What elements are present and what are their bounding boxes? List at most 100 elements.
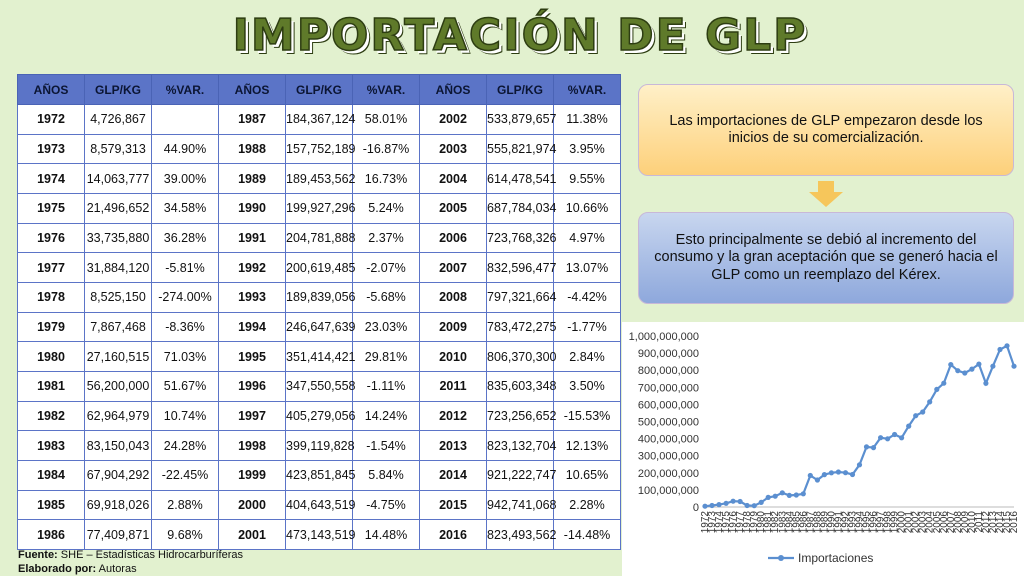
data-point xyxy=(737,498,743,505)
y-tick-label: 600,000,000 xyxy=(638,399,699,411)
legend-label: Importaciones xyxy=(798,551,873,565)
glp-kg-cell: 723,256,652 xyxy=(486,400,557,432)
glp-kg-cell: 423,851,845 xyxy=(285,459,356,491)
x-tick-label: 1983 xyxy=(777,511,788,534)
year-cell: 1987 xyxy=(218,104,286,135)
table-row: 1972 4,726,867 1987 184,367,124 58.01% 2002 53… xyxy=(17,104,621,135)
import-table: AÑOS GLP/KG %VAR. AÑOS GLP/KG %VAR. AÑOS GLP/KG… xyxy=(17,74,621,550)
column-header: GLP/KG xyxy=(285,74,353,105)
var-cell: 10.65% xyxy=(553,459,621,491)
table-row: 1973 8,579,313 44.90% 1988 157,752,189 -16.87… xyxy=(17,133,621,165)
y-tick-label: 0 xyxy=(693,502,699,514)
var-cell: 24.28% xyxy=(151,430,219,461)
data-point xyxy=(913,413,919,419)
year-cell: 2012 xyxy=(419,400,487,432)
glp-kg-cell: 797,321,664 xyxy=(486,281,557,313)
data-point xyxy=(962,370,968,376)
glp-kg-cell: 806,370,300 xyxy=(486,341,557,372)
data-point xyxy=(709,502,715,509)
x-tick-label: 2013 xyxy=(988,511,999,534)
table-row: 1984 67,904,292 -22.45% 1999 423,851,845 5.84… xyxy=(17,459,621,491)
glp-kg-cell: 351,414,421 xyxy=(285,341,356,372)
data-point xyxy=(899,435,905,441)
year-cell: 1974 xyxy=(17,163,85,194)
x-tick-label: 1982 xyxy=(770,511,781,534)
table-row: 1976 33,735,880 36.28% 1991 204,781,888 2.37%… xyxy=(17,222,621,254)
x-tick-label: 1979 xyxy=(749,511,760,534)
data-point xyxy=(920,409,926,415)
column-header: %VAR. xyxy=(151,74,219,105)
data-point xyxy=(828,470,834,476)
var-cell: 34.58% xyxy=(151,192,219,224)
x-tick-label: 1986 xyxy=(798,511,809,534)
x-tick-label: 2001 xyxy=(904,511,915,534)
glp-kg-cell: 21,496,652 xyxy=(84,192,152,224)
var-cell: 23.03% xyxy=(352,311,420,343)
data-point xyxy=(969,366,975,372)
data-point xyxy=(730,498,736,504)
data-point xyxy=(878,435,884,441)
x-tick-label: 2009 xyxy=(960,511,971,534)
data-point xyxy=(1004,343,1010,349)
year-cell: 1983 xyxy=(17,430,85,461)
var-cell: 14.24% xyxy=(352,400,420,432)
year-cell: 2001 xyxy=(218,519,286,550)
year-cell: 1972 xyxy=(17,104,85,135)
x-tick-label: 1993 xyxy=(847,511,858,534)
glp-kg-cell: 14,063,777 xyxy=(84,163,152,194)
var-cell: 36.28% xyxy=(151,222,219,254)
table-body: 1972 4,726,867 1987 184,367,124 58.01% 2002 53… xyxy=(17,104,621,550)
data-point xyxy=(751,503,757,509)
column-header: GLP/KG xyxy=(486,74,554,105)
var-cell: 16.73% xyxy=(352,163,420,194)
year-cell: 1977 xyxy=(17,252,85,283)
glp-kg-cell: 783,472,275 xyxy=(486,311,557,343)
glp-kg-cell: 8,525,150 xyxy=(84,281,152,313)
x-tick-label: 1974 xyxy=(714,511,725,534)
glp-kg-cell: 8,579,313 xyxy=(84,133,152,165)
glp-kg-cell: 83,150,043 xyxy=(84,430,152,461)
y-tick-label: 100,000,000 xyxy=(638,485,699,497)
table-row: 1979 7,867,468 -8.36% 1994 246,647,639 23.03%… xyxy=(17,311,621,343)
glp-kg-cell: 614,478,541 xyxy=(486,163,557,194)
column-header: AÑOS xyxy=(17,74,85,105)
year-cell: 1998 xyxy=(218,430,286,461)
data-point xyxy=(814,477,820,483)
x-tick-label: 1995 xyxy=(862,511,873,534)
var-cell: 51.67% xyxy=(151,370,219,402)
var-cell: 13.07% xyxy=(553,252,621,283)
glp-kg-cell: 62,964,979 xyxy=(84,400,152,432)
var-cell: 3.50% xyxy=(553,370,621,402)
year-cell: 2014 xyxy=(419,459,487,491)
glp-kg-cell: 67,904,292 xyxy=(84,459,152,491)
year-cell: 1980 xyxy=(17,341,85,372)
var-cell: -16.87% xyxy=(352,133,420,165)
data-point xyxy=(976,361,982,367)
x-tick-label: 2016 xyxy=(1009,511,1020,534)
x-tick-label: 1996 xyxy=(869,511,880,534)
data-point xyxy=(955,368,961,374)
source-note: Fuente: SHE – Estadísticas Hidrocarburíf… xyxy=(18,549,243,561)
year-cell: 2008 xyxy=(419,281,487,313)
var-cell: 9.55% xyxy=(553,163,621,194)
glp-kg-cell: 4,726,867 xyxy=(84,104,152,135)
x-tick-label: 1975 xyxy=(721,511,732,534)
glp-kg-cell: 69,918,026 xyxy=(84,489,152,521)
x-tick-label: 1976 xyxy=(728,511,739,534)
var-cell: -15.53% xyxy=(553,400,621,432)
x-tick-label: 2003 xyxy=(918,511,929,534)
table-row: 1977 31,884,120 -5.81% 1992 200,619,485 -2.07… xyxy=(17,252,621,283)
x-tick-label: 1991 xyxy=(833,511,844,534)
glp-kg-cell: 347,550,558 xyxy=(285,370,356,402)
var-cell: 14.48% xyxy=(352,519,420,550)
data-point xyxy=(716,502,722,508)
glp-kg-cell: 157,752,189 xyxy=(285,133,356,165)
year-cell: 2007 xyxy=(419,252,487,283)
x-tick-label: 2008 xyxy=(953,511,964,534)
x-tick-label: 1994 xyxy=(855,511,866,534)
x-tick-label: 2006 xyxy=(939,511,950,534)
column-header: %VAR. xyxy=(352,74,420,105)
data-point xyxy=(800,491,806,497)
glp-kg-cell: 832,596,477 xyxy=(486,252,557,283)
var-cell xyxy=(151,104,219,135)
